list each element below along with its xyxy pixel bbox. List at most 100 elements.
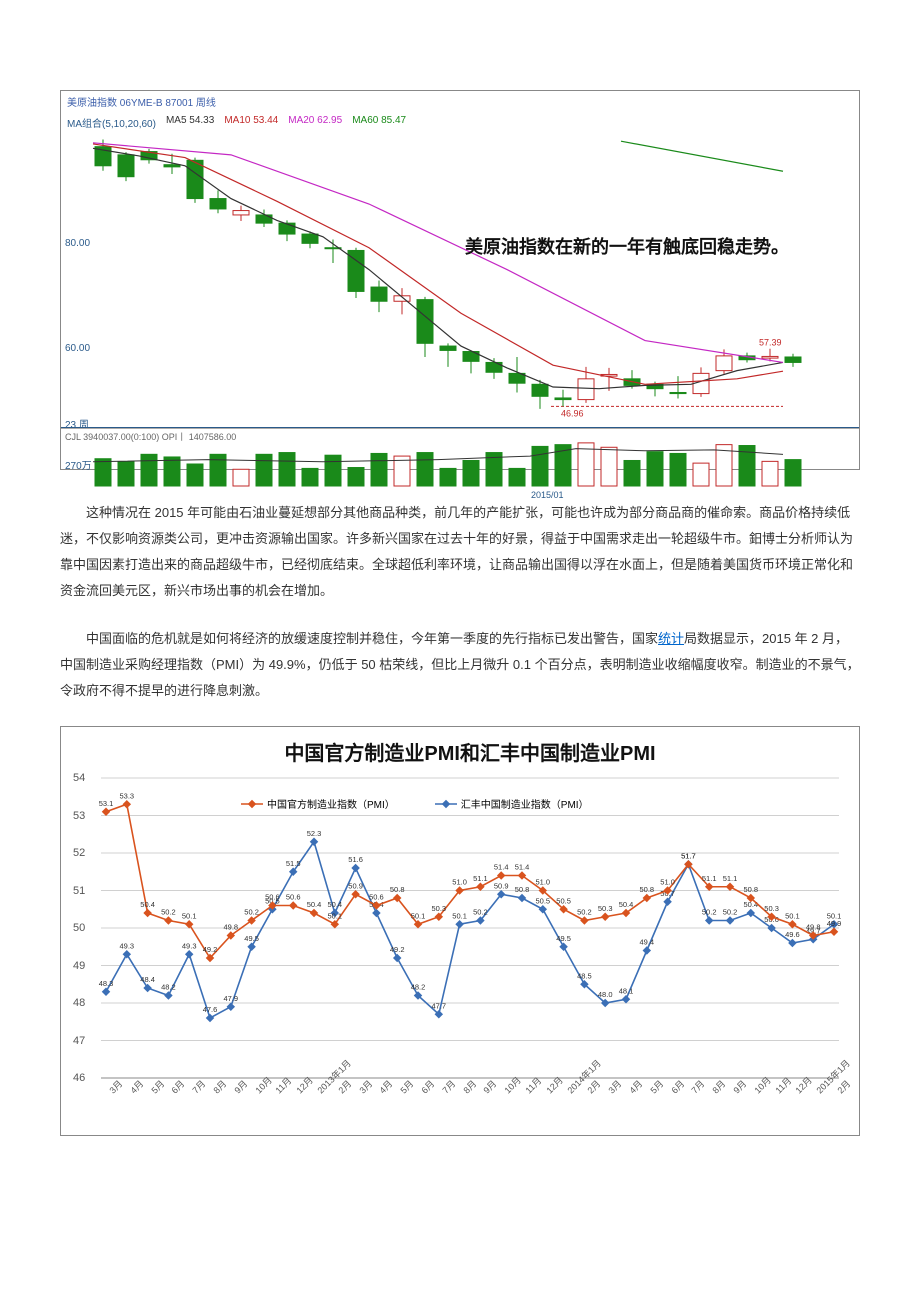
svg-text:50.2: 50.2 [702,908,717,917]
svg-text:50.1: 50.1 [785,911,800,920]
svg-text:49.3: 49.3 [119,941,134,950]
svg-text:51.1: 51.1 [723,874,738,883]
chart2-plot: 48.3 49.3 48.4 48.2 49.3 47.6 47.9 49.5 50.5 51.5… [101,778,839,1078]
svg-text:49.2: 49.2 [390,945,405,954]
chart2-xlabel: 7月 [688,1077,707,1096]
svg-text:49.5: 49.5 [556,934,571,943]
chart1-xlabel: 2015/01 [531,490,564,500]
svg-text:50.8: 50.8 [639,885,654,894]
svg-text:50.5: 50.5 [556,896,571,905]
svg-text:50.9: 50.9 [494,881,509,890]
svg-text:48.1: 48.1 [619,986,634,995]
svg-text:48.3: 48.3 [99,979,114,988]
chart2-ytick: 54 [73,772,85,784]
chart2-xlabel: 5月 [148,1077,167,1096]
svg-text:48.0: 48.0 [598,990,613,999]
svg-text:51.1: 51.1 [702,874,717,883]
legend2-marker [435,799,457,809]
svg-text:50.1: 50.1 [452,911,467,920]
chart1-annotation: 美原油指数在新的一年有触底回稳走势。 [465,233,789,259]
chart1-svg: 57.39 46.96 [61,133,859,427]
chart2-xlabel: 4月 [127,1077,146,1096]
chart1-symbol: 美原油指数 06YME-B 87001 周线 [67,94,216,109]
svg-text:50.9: 50.9 [348,881,363,890]
svg-text:48.2: 48.2 [411,983,426,992]
chart2-xlabel: 9月 [730,1077,749,1096]
chart2-svg: 48.3 49.3 48.4 48.2 49.3 47.6 47.9 49.5 50.5 51.5… [101,778,839,1078]
ma20-label: MA20 62.95 [288,115,342,130]
svg-text:50.8: 50.8 [390,885,405,894]
svg-text:49.5: 49.5 [244,934,259,943]
legend-series2: 汇丰中国制造业指数（PMI） [435,796,589,811]
chart2-ytick: 52 [73,847,85,859]
svg-text:51.7: 51.7 [681,851,696,860]
svg-text:51.0: 51.0 [535,878,550,887]
chart1-vol-svg [61,442,859,488]
svg-text:51.0: 51.0 [452,878,467,887]
svg-text:51.4: 51.4 [494,863,509,872]
ma10-label: MA10 53.44 [224,115,278,130]
svg-text:51.0: 51.0 [660,878,675,887]
svg-text:49.3: 49.3 [182,941,197,950]
svg-text:49.4: 49.4 [639,938,654,947]
chart1-header: 美原油指数 06YME-B 87001 周线 [61,91,859,112]
svg-text:50.4: 50.4 [327,900,342,909]
chart1-ylabel: 80.00 [65,238,90,249]
chart1-xaxis: 2015/01 [61,488,859,502]
svg-text:53.3: 53.3 [119,791,134,800]
svg-text:51.4: 51.4 [515,863,530,872]
ma-title: MA组合(5,10,20,60) [67,115,156,130]
chart2-xlabel: 5月 [397,1077,416,1096]
svg-text:50.2: 50.2 [473,908,488,917]
svg-text:49.8: 49.8 [806,923,821,932]
legend2-label: 汇丰中国制造业指数（PMI） [461,796,589,811]
stats-link[interactable]: 统计 [658,631,684,646]
svg-text:50.8: 50.8 [515,885,530,894]
svg-text:50.2: 50.2 [244,908,259,917]
chart2-xlabel: 3月 [356,1077,375,1096]
svg-text:48.5: 48.5 [577,971,592,980]
chart2-xlabel: 8月 [460,1077,479,1096]
paragraph-2: 中国面临的危机就是如何将经济的放缓速度控制并稳住，今年第一季度的先行指标已发出警… [60,626,860,704]
chart2-xlabel: 8月 [210,1077,229,1096]
chart1-price-panel: 57.3946.96 美原油指数在新的一年有触底回稳走势。 80.0060.00… [61,133,859,428]
ma60-label: MA60 85.47 [352,115,406,130]
svg-text:50.8: 50.8 [743,885,758,894]
chart2-xlabel: 3月 [106,1077,125,1096]
svg-text:51.1: 51.1 [473,874,488,883]
svg-text:50.4: 50.4 [307,900,322,909]
chart2-xlabel: 9月 [480,1077,499,1096]
legend1-label: 中国官方制造业指数（PMI） [267,796,395,811]
svg-text:51.5: 51.5 [286,859,301,868]
svg-text:53.1: 53.1 [99,799,114,808]
svg-text:50.5: 50.5 [535,896,550,905]
chart2-ytick: 49 [73,960,85,972]
chart2-xlabel: 6月 [168,1077,187,1096]
svg-text:48.4: 48.4 [140,975,155,984]
chart2-xlabel: 4月 [626,1077,645,1096]
svg-text:49.6: 49.6 [785,930,800,939]
svg-text:47.6: 47.6 [203,1005,218,1014]
paragraph-2a: 中国面临的危机就是如何将经济的放缓速度控制并稳住，今年第一季度的先行指标已发出警… [86,631,658,646]
crude-oil-candlestick-chart: 美原油指数 06YME-B 87001 周线 MA组合(5,10,20,60) … [60,90,860,470]
svg-text:50.2: 50.2 [161,908,176,917]
svg-text:47.7: 47.7 [431,1001,446,1010]
svg-text:46.96: 46.96 [561,408,584,418]
svg-text:48.2: 48.2 [161,983,176,992]
svg-text:50.4: 50.4 [619,900,634,909]
svg-text:50.1: 50.1 [411,911,426,920]
svg-text:50.2: 50.2 [723,908,738,917]
chart2-ytick: 50 [73,922,85,934]
pmi-line-chart: 中国官方制造业PMI和汇丰中国制造业PMI 48.3 49.3 48.4 48.2 49… [60,726,860,1136]
svg-text:50.4: 50.4 [140,900,155,909]
chart2-title: 中国官方制造业PMI和汇丰中国制造业PMI [101,737,839,766]
svg-text:47.9: 47.9 [223,994,238,1003]
legend-series1: 中国官方制造业指数（PMI） [241,796,395,811]
svg-text:50.6: 50.6 [286,893,301,902]
chart1-volume-panel: CJL 3940037.00(0:100) OPI丨 1407586.00 27… [61,428,859,488]
svg-text:50.3: 50.3 [764,904,779,913]
svg-text:57.39: 57.39 [759,337,782,347]
chart2-xlabel: 6月 [668,1077,687,1096]
svg-text:50.3: 50.3 [598,904,613,913]
svg-text:49.8: 49.8 [223,923,238,932]
